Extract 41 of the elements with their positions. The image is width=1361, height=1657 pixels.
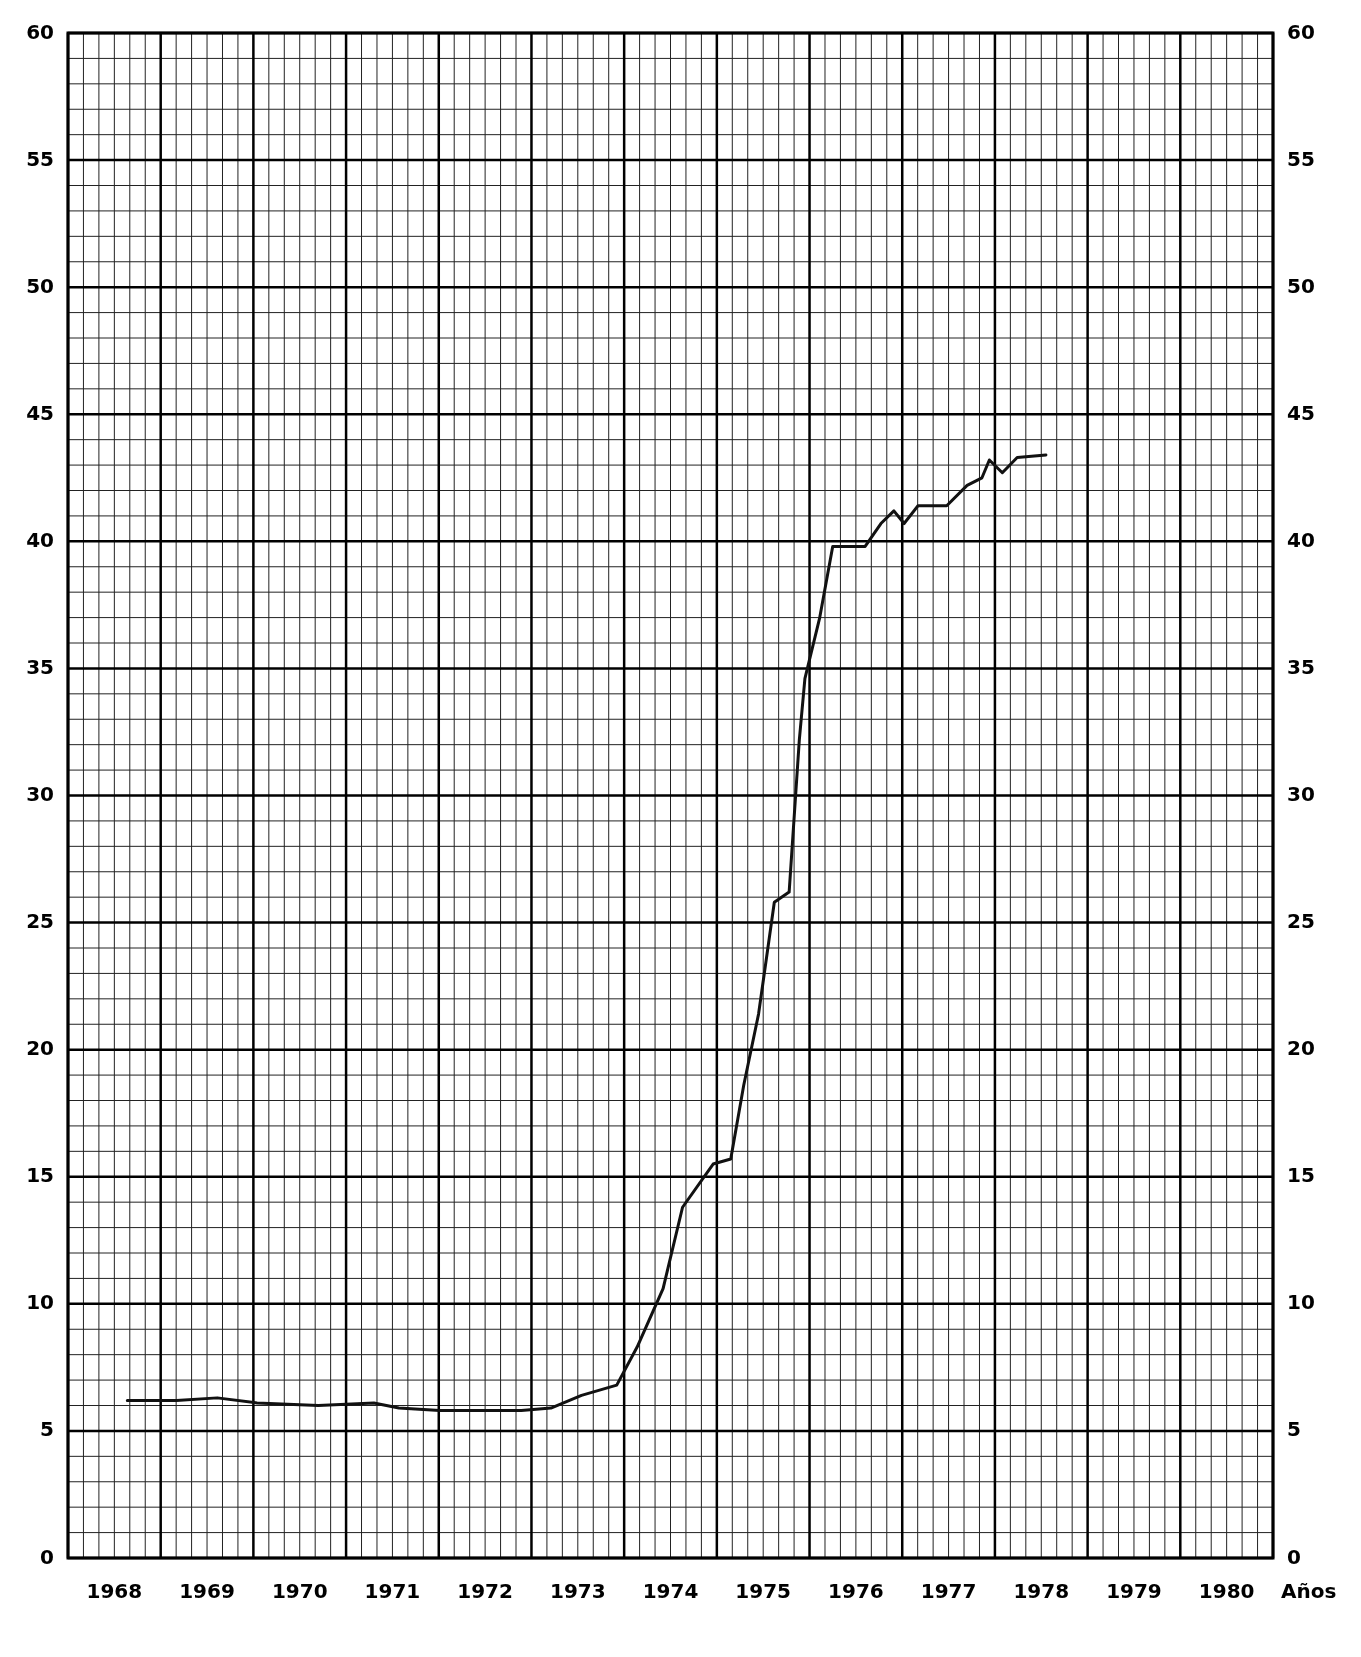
y2-tick-label: 25: [1287, 909, 1315, 934]
y-tick-label: 25: [26, 909, 54, 934]
x-tick-label: 1972: [457, 1579, 513, 1603]
x-tick-label: 1977: [920, 1579, 977, 1603]
y-tick-label: 10: [26, 1290, 54, 1315]
x-axis-title: Años: [1281, 1579, 1337, 1603]
y-tick-label: 15: [26, 1163, 54, 1188]
y2-tick-label: 45: [1287, 400, 1315, 425]
y-tick-label: 0: [40, 1544, 54, 1569]
line-series: [125, 453, 1048, 1413]
x-tick-label: 1978: [1013, 1579, 1070, 1603]
y2-tick-label: 10: [1287, 1290, 1315, 1315]
y-tick-label: 5: [40, 1417, 54, 1442]
y-tick-label: 35: [26, 654, 54, 679]
y2-tick-label: 15: [1287, 1163, 1315, 1188]
x-tick-label: 1974: [642, 1579, 699, 1603]
y2-tick-label: 60: [1287, 19, 1315, 44]
y2-tick-label: 40: [1287, 527, 1315, 552]
x-tick-label: 1968: [86, 1579, 143, 1603]
x-tick-label: 1969: [179, 1579, 235, 1603]
x-tick-label: 1979: [1106, 1579, 1162, 1603]
y-tick-label: 45: [26, 400, 54, 425]
y-tick-label: 40: [26, 527, 54, 552]
y2-tick-label: 20: [1287, 1036, 1315, 1061]
y-tick-label: 30: [26, 782, 54, 806]
y-tick-label: 60: [26, 19, 54, 44]
y2-tick-label: 5: [1287, 1417, 1301, 1442]
y2-tick-label: 30: [1287, 782, 1315, 806]
y2-tick-label: 0: [1287, 1544, 1301, 1569]
y2-tick-label: 55: [1287, 146, 1315, 171]
x-tick-label: 1980: [1198, 1579, 1255, 1603]
x-tick-label: 1971: [364, 1579, 421, 1603]
y-tick-label: 50: [26, 273, 54, 298]
x-tick-label: 1975: [735, 1579, 792, 1603]
x-tick-label: 1973: [549, 1579, 606, 1603]
x-tick-label: 1970: [271, 1579, 328, 1603]
y2-tick-label: 35: [1287, 654, 1315, 679]
y-tick-label: 55: [26, 146, 54, 171]
x-tick-label: 1976: [828, 1579, 884, 1603]
y2-tick-label: 50: [1287, 273, 1315, 298]
y-tick-label: 20: [26, 1036, 54, 1061]
